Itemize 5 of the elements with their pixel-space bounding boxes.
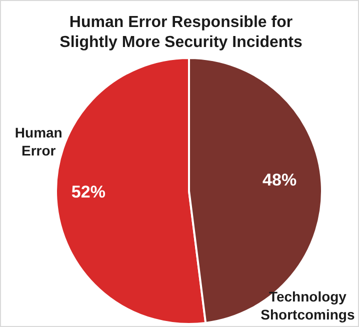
chart-title: Human Error Responsible for Slightly More Security Incidents bbox=[58, 13, 304, 53]
slice-label: Technology Shortcomings bbox=[260, 288, 355, 322]
data-label: 48% bbox=[262, 170, 297, 190]
data-label: 52% bbox=[71, 182, 106, 202]
slice-label: Human Error bbox=[14, 124, 62, 159]
